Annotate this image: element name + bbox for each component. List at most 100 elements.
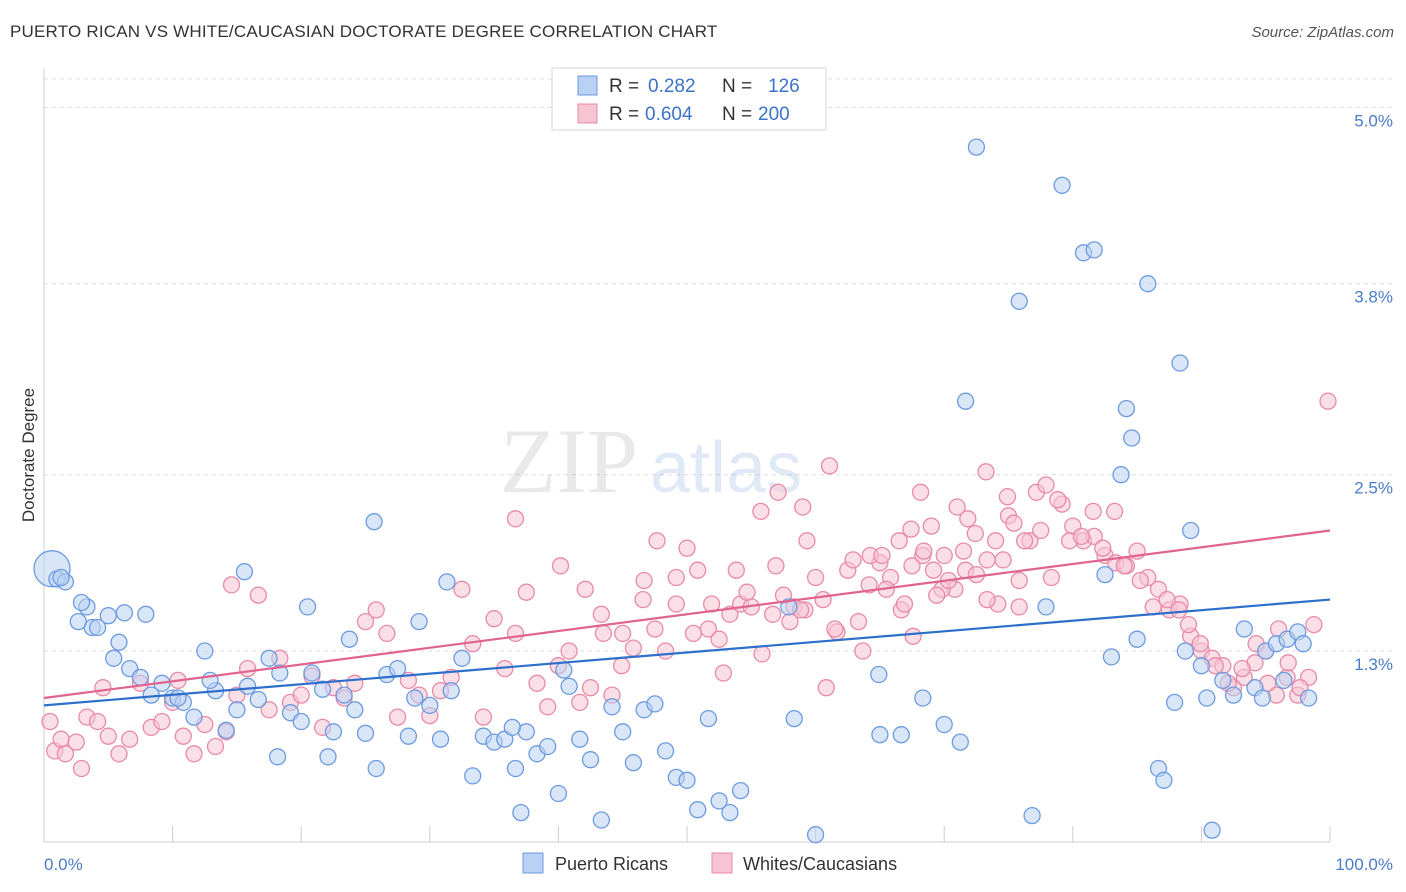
scatter-point bbox=[935, 715, 953, 734]
scatter-point bbox=[41, 712, 59, 731]
scatter-point bbox=[1102, 648, 1121, 666]
scatter-point bbox=[890, 532, 908, 550]
scatter-point bbox=[794, 498, 812, 516]
scatter-point bbox=[924, 561, 943, 579]
scatter-point bbox=[551, 557, 570, 575]
scatter-point bbox=[539, 737, 557, 756]
y-tick-labels: 1.3% 2.5% 3.8% 5.0% bbox=[1354, 111, 1393, 674]
scatter-point bbox=[731, 781, 750, 800]
scatter-point bbox=[764, 605, 782, 623]
scatter-point bbox=[624, 639, 643, 657]
scatter-point bbox=[228, 701, 246, 719]
scatter-point bbox=[1214, 671, 1232, 690]
scatter-point bbox=[474, 708, 493, 726]
scatter-point bbox=[592, 811, 610, 829]
scatter-point bbox=[137, 605, 155, 623]
legend-r-value-1: 0.282 bbox=[648, 76, 696, 97]
scatter-point bbox=[1171, 354, 1189, 372]
scatter-point bbox=[431, 730, 450, 748]
scatter-point bbox=[656, 742, 675, 760]
scatter-point bbox=[667, 595, 685, 613]
scatter-point bbox=[1085, 241, 1103, 259]
scatter-point bbox=[388, 708, 407, 726]
scatter-point bbox=[105, 649, 123, 667]
scatter-point bbox=[560, 642, 578, 660]
scatter-point bbox=[1010, 598, 1028, 616]
scatter-point bbox=[1094, 539, 1112, 557]
legend-n-label-1: N = bbox=[722, 76, 752, 97]
scatter-point bbox=[714, 664, 733, 682]
scatter-point bbox=[727, 561, 745, 579]
scatter-point bbox=[954, 542, 973, 560]
scatter-point bbox=[1299, 689, 1318, 707]
y-tick-label: 1.3% bbox=[1354, 655, 1393, 674]
scatter-point bbox=[844, 551, 862, 569]
scatter-point bbox=[72, 593, 91, 612]
scatter-point bbox=[367, 759, 385, 778]
scatter-point bbox=[1128, 630, 1146, 648]
scatter-point bbox=[1275, 671, 1293, 690]
scatter-point bbox=[820, 457, 839, 475]
legend-r-value-2: 0.604 bbox=[645, 104, 693, 125]
scatter-point bbox=[767, 557, 785, 575]
scatter-point bbox=[860, 576, 878, 594]
scatter-point bbox=[806, 568, 825, 587]
scatter-point bbox=[1176, 642, 1194, 660]
scatter-point bbox=[121, 730, 139, 748]
scatter-point bbox=[271, 664, 289, 682]
scatter-point bbox=[581, 751, 600, 769]
scatter-point bbox=[826, 620, 844, 638]
scatter-point bbox=[238, 659, 257, 678]
scatter-point bbox=[549, 784, 568, 803]
scatter-point bbox=[1010, 292, 1028, 310]
scatter-point bbox=[52, 568, 70, 587]
scatter-point bbox=[56, 745, 75, 763]
scatter-point bbox=[769, 483, 787, 501]
scatter-point bbox=[88, 618, 107, 637]
scatter-point bbox=[978, 590, 996, 609]
scatter-point bbox=[335, 686, 353, 704]
legend-swatch-puerto-rican bbox=[577, 75, 598, 96]
scatter-point bbox=[977, 463, 995, 481]
scatter-point bbox=[367, 601, 385, 619]
legend-n-value-1: 126 bbox=[768, 76, 800, 97]
scatter-point bbox=[895, 595, 914, 613]
scatter-point bbox=[1115, 557, 1133, 575]
scatter-point bbox=[485, 610, 503, 628]
scatter-point bbox=[438, 573, 456, 591]
scatter-point bbox=[99, 727, 117, 745]
scatter-point bbox=[785, 709, 803, 728]
scatter-point bbox=[94, 679, 112, 697]
scatter-point bbox=[346, 701, 364, 719]
scatter-point bbox=[1253, 689, 1272, 707]
scatter-point bbox=[560, 677, 578, 695]
scatter-point bbox=[1084, 502, 1102, 521]
scatter-point bbox=[903, 557, 921, 575]
trend-line-puerto-rican bbox=[43, 598, 1331, 707]
scatter-point bbox=[453, 649, 471, 667]
scatter-point bbox=[871, 726, 889, 744]
scatter-point bbox=[986, 532, 1005, 550]
scatter-point bbox=[131, 668, 150, 687]
scatter-point bbox=[870, 665, 888, 684]
y-tick-label: 3.8% bbox=[1354, 288, 1393, 307]
scatter-point bbox=[185, 745, 203, 763]
scatter-point bbox=[222, 576, 241, 594]
scatter-point bbox=[892, 726, 910, 744]
scatter-point bbox=[1182, 521, 1200, 540]
scatter-point bbox=[721, 803, 739, 822]
scatter-point bbox=[1131, 571, 1149, 590]
scatter-point bbox=[678, 539, 696, 557]
trend-lines bbox=[43, 529, 1331, 707]
scatter-point bbox=[1224, 686, 1243, 704]
scatter-point bbox=[994, 551, 1012, 569]
scatter-point bbox=[506, 510, 525, 528]
scatter-point bbox=[110, 745, 128, 763]
scatter-point bbox=[689, 561, 707, 579]
scatter-point bbox=[648, 532, 666, 550]
scatter-point bbox=[935, 546, 953, 565]
scatter-point bbox=[1139, 275, 1157, 293]
svg-text:ZIP: ZIP bbox=[500, 410, 638, 512]
scatter-point bbox=[365, 513, 383, 531]
